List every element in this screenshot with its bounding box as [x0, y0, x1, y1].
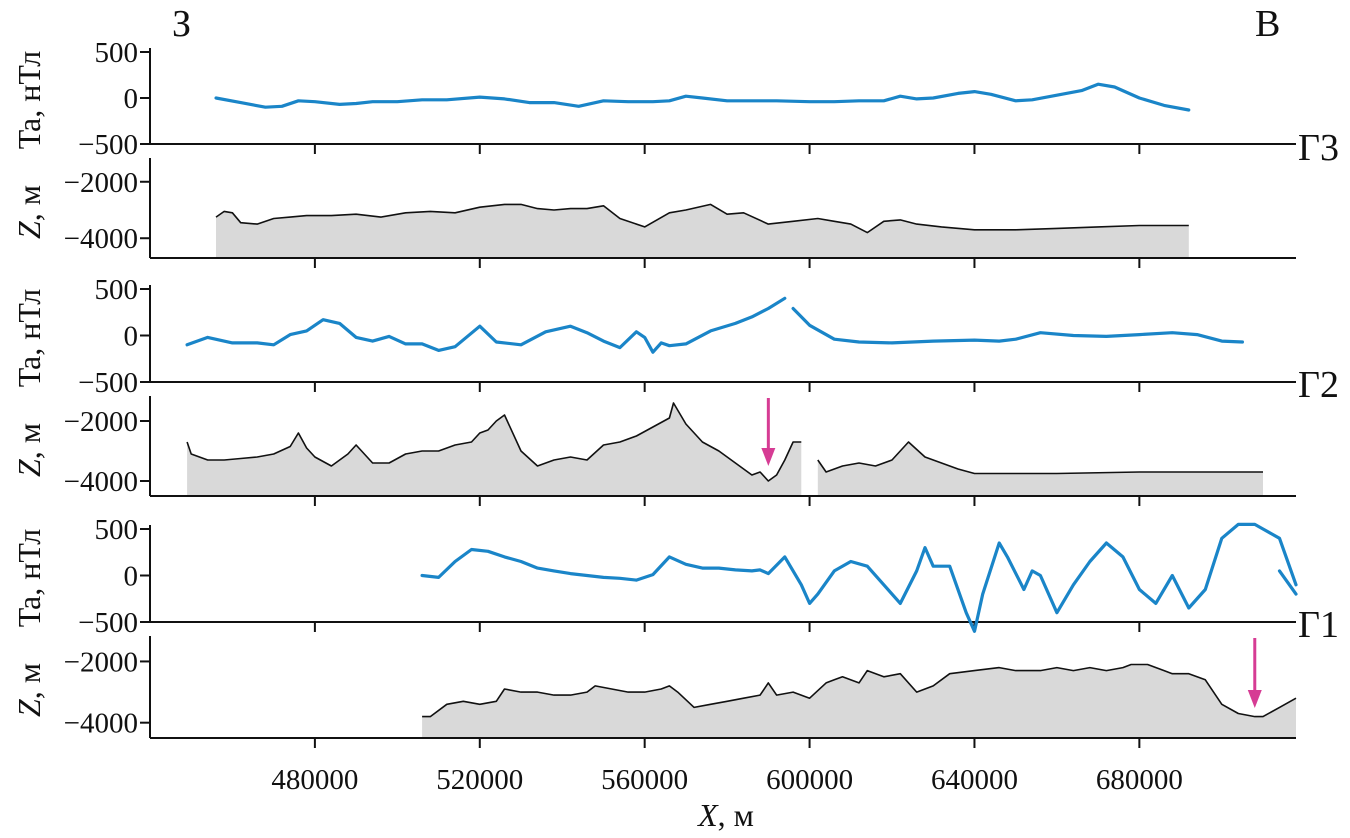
x-tick-label: 600000 — [766, 764, 853, 796]
y-tick-label: 500 — [95, 274, 139, 306]
svg-text:Ta, нТл: Ta, нТл — [11, 51, 47, 150]
panel-3-area: −2000 −4000 — [64, 396, 1296, 506]
basement-surface-fill — [216, 204, 1189, 257]
panel-4-line: 500 0 −500 — [78, 514, 1298, 639]
y-tick-label: 0 — [124, 561, 139, 593]
y-tick-label: 500 — [95, 514, 139, 546]
arrow-head — [1247, 690, 1262, 708]
x-axis-title: X, м — [696, 797, 754, 833]
x-tick-label: 560000 — [601, 764, 688, 796]
basement-surface-part2-line — [817, 441, 1263, 475]
profile-label-g2: Г2 — [1298, 364, 1339, 406]
profile-label-g3: Г3 — [1298, 127, 1339, 169]
svg-text:Ta, нТл: Ta, нТл — [11, 289, 47, 388]
basement-surface-line — [215, 203, 1189, 234]
west-label: З — [172, 3, 191, 45]
y-tick-label: −4000 — [64, 223, 138, 255]
y-tick-label: 0 — [124, 321, 139, 353]
profile-label-g1: Г1 — [1298, 604, 1339, 646]
ta-series-end — [1277, 569, 1298, 596]
y-tick-label: 0 — [124, 83, 139, 115]
east-label: В — [1255, 3, 1280, 45]
arrow-head — [761, 448, 776, 466]
y-tick-label: −2000 — [64, 167, 138, 199]
y-tick-label: −2000 — [64, 406, 138, 438]
ta-series-part2 — [791, 306, 1245, 345]
y-tick-label: −2000 — [64, 646, 138, 678]
x-tick-label: 520000 — [436, 764, 523, 796]
ytitle-g2-ta: Ta, нТл — [11, 289, 47, 388]
panels: 500 0 −500 −2000 −4000 500 0 −500 −2000 −4000 500 0… — [64, 37, 1298, 748]
panel-2-line: 500 0 −500 — [78, 274, 1296, 399]
y-tick-label: −500 — [78, 607, 138, 639]
basement-surface-line — [422, 663, 1297, 718]
panel-5-area: −2000 −4000 — [64, 636, 1297, 748]
marker-arrow — [1247, 638, 1262, 708]
ta-series — [420, 522, 1298, 633]
basement-surface-fill — [422, 664, 1297, 737]
ta-series — [185, 296, 787, 354]
x-tick-label: 480000 — [271, 764, 358, 796]
y-tick-label: −4000 — [64, 466, 138, 498]
x-tick-label: 680000 — [1096, 764, 1183, 796]
svg-text:Z, м: Z, м — [11, 663, 47, 717]
marker-arrow — [761, 398, 776, 466]
svg-text:Ta, нТл: Ta, нТл — [11, 529, 47, 628]
svg-text:Z, м: Z, м — [11, 423, 47, 477]
panel-1-area: −2000 −4000 — [64, 158, 1296, 268]
ytitle-g3-z: Z, м — [11, 185, 47, 239]
ytitle-g2-z: Z, м — [11, 423, 47, 477]
x-axis: 480000 520000 560000 600000 640000 680000 — [271, 764, 1182, 796]
panel-0-line: 500 0 −500 — [78, 37, 1296, 161]
y-tick-label: −4000 — [64, 708, 138, 740]
svg-text:Z, м: Z, м — [11, 185, 47, 239]
basement-surface-part2-fill — [817, 442, 1263, 495]
y-tick-label: 500 — [95, 37, 139, 69]
ytitle-g1-z: Z, м — [11, 663, 47, 717]
basement-surface-fill — [187, 403, 802, 495]
y-tick-label: −500 — [78, 367, 138, 399]
basement-surface-line — [186, 402, 802, 482]
y-tick-label: −500 — [78, 129, 138, 161]
ytitle-g3-ta: Ta, нТл — [11, 51, 47, 150]
ta-series — [214, 82, 1191, 112]
ytitle-g1-ta: Ta, нТл — [11, 529, 47, 628]
x-tick-label: 640000 — [931, 764, 1018, 796]
